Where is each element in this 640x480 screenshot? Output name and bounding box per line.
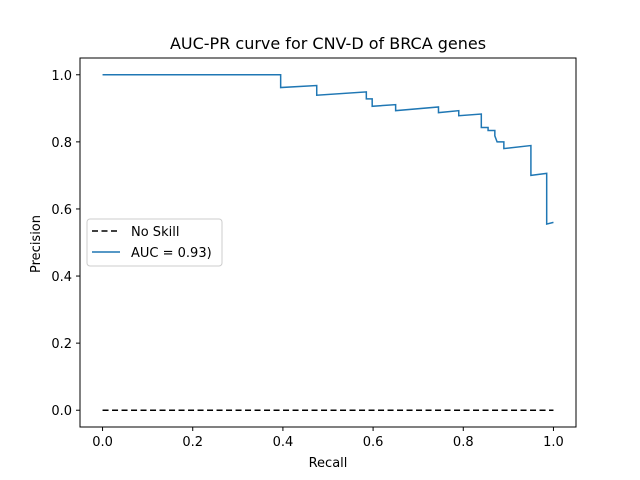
y-tick-label: 0.6 — [51, 203, 72, 218]
x-axis-ticks: 0.0 0.2 0.4 0.6 0.8 1.0 — [92, 427, 564, 450]
x-axis-label: Recall — [309, 456, 348, 471]
x-tick-label: 0.0 — [92, 435, 113, 450]
y-tick-label: 0.8 — [51, 136, 72, 151]
legend-box — [86, 218, 223, 267]
y-axis-ticks: 0.0 0.2 0.4 0.6 0.8 1.0 — [51, 69, 80, 419]
x-tick-label: 0.6 — [363, 435, 384, 450]
x-tick-label: 0.2 — [182, 435, 203, 450]
pr-curve-line — [102, 74, 554, 226]
legend-label: No Skill — [131, 225, 179, 240]
x-tick-label: 0.8 — [453, 435, 474, 450]
y-axis-label: Precision — [29, 215, 44, 273]
x-tick-label: 0.4 — [273, 435, 294, 450]
chart-title: AUC-PR curve for CNV-D of BRCA genes — [170, 34, 486, 53]
y-tick-label: 0.2 — [51, 337, 72, 352]
y-tick-label: 0.0 — [51, 404, 72, 419]
legend: No Skill AUC = 0.93) — [86, 218, 223, 267]
legend-label: AUC = 0.93) — [131, 246, 212, 261]
plot-area — [79, 57, 577, 428]
x-tick-label: 1.0 — [543, 435, 564, 450]
y-tick-label: 1.0 — [51, 69, 72, 84]
y-tick-label: 0.4 — [51, 270, 72, 285]
axes-frame — [79, 57, 577, 428]
